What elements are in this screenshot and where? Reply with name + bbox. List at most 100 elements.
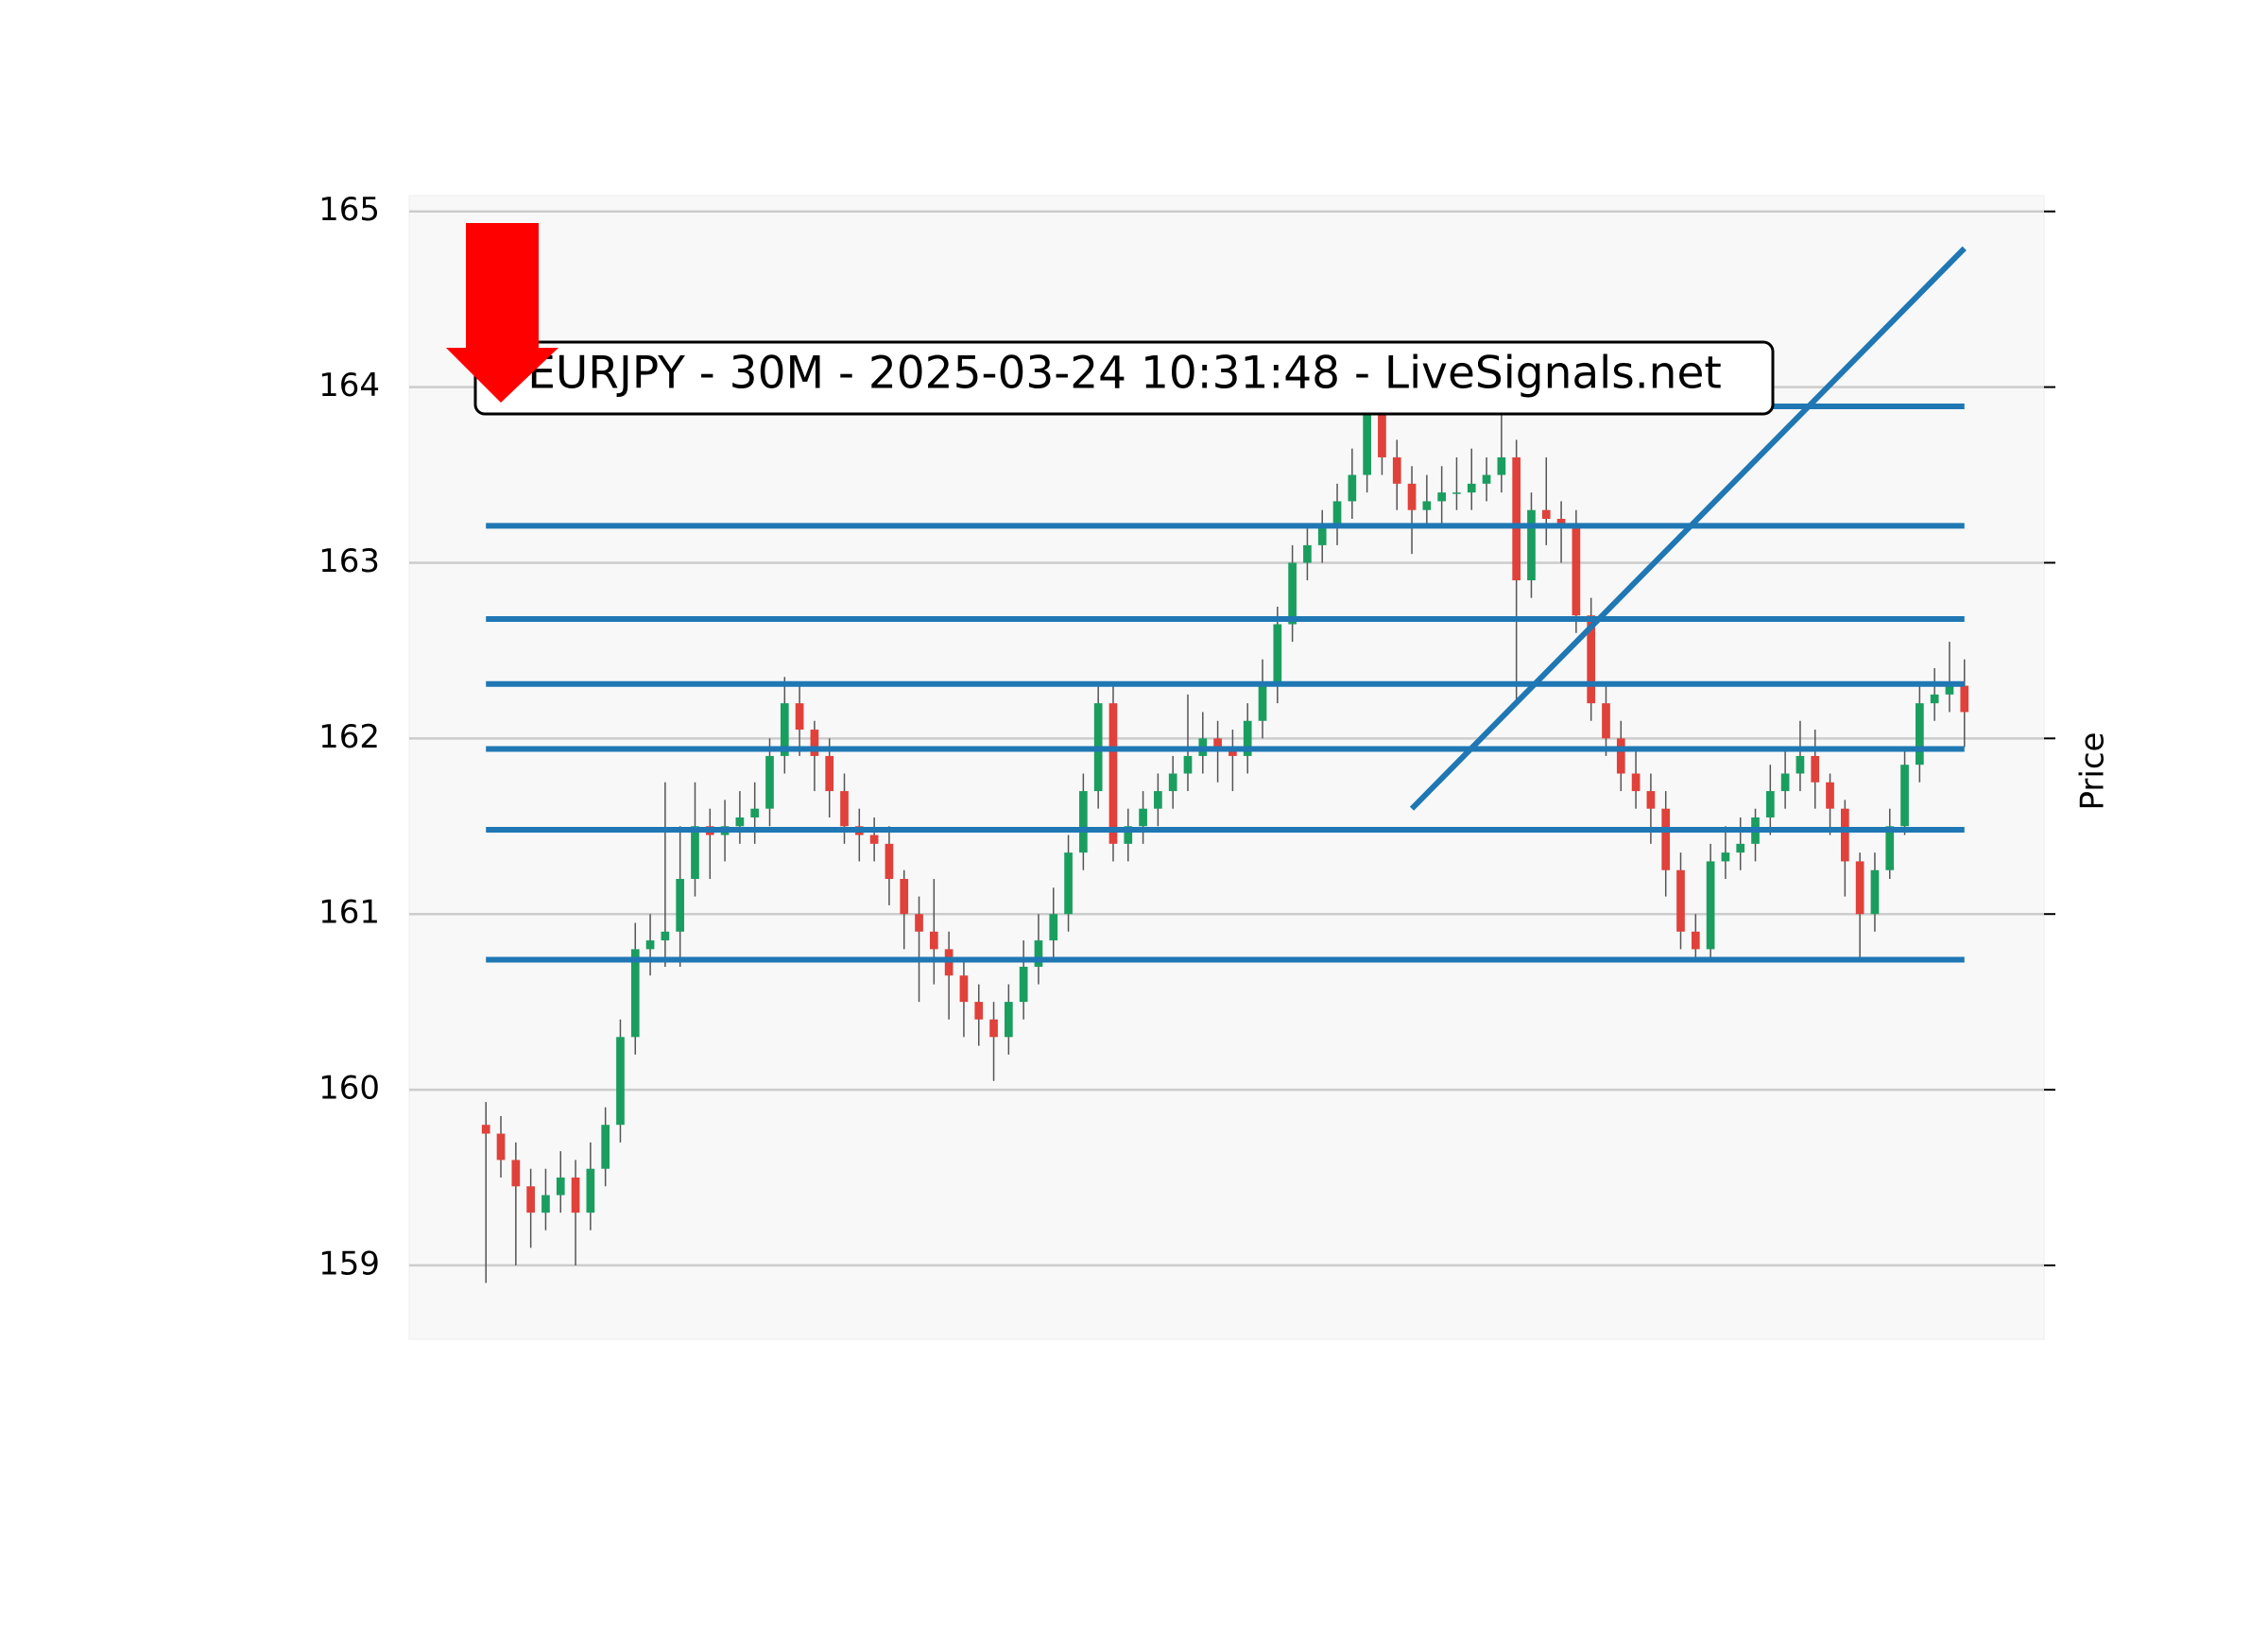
- candle-body: [1706, 861, 1715, 950]
- candle-body: [616, 1037, 625, 1126]
- candle-body: [1392, 456, 1401, 484]
- candle-body: [1960, 685, 1969, 713]
- candle-body: [1422, 501, 1432, 510]
- candle-body: [1527, 509, 1536, 581]
- candle-body: [496, 1133, 506, 1161]
- candle-body: [1124, 826, 1133, 844]
- candle-body: [1108, 703, 1118, 844]
- candle-body: [1019, 966, 1028, 1003]
- candle-body: [691, 826, 699, 880]
- title-box: [473, 340, 1775, 416]
- arrow-head: [446, 348, 558, 403]
- candle-body: [1572, 527, 1581, 616]
- candle-body: [571, 1178, 580, 1213]
- candle-body: [1676, 869, 1685, 932]
- candle-body: [795, 703, 804, 731]
- levels: [486, 246, 1967, 963]
- candle-body: [1378, 404, 1386, 457]
- candle-body: [601, 1125, 610, 1169]
- candle-body: [1154, 791, 1162, 809]
- candle-body: [1363, 404, 1371, 475]
- candle-body: [1213, 738, 1222, 748]
- candle-body: [1587, 615, 1596, 704]
- candle-body: [765, 755, 774, 809]
- axes: 159 160 161 162 163 164 165: [318, 191, 2055, 1282]
- candle-body: [1243, 720, 1252, 756]
- candle-body: [1258, 685, 1267, 721]
- candle-body: [900, 879, 909, 915]
- candle-body: [1855, 861, 1864, 915]
- candle-body: [481, 1125, 490, 1134]
- y-tick-label: 159: [318, 1245, 380, 1282]
- chart-title: EURJPY - 30M - 2025-03-24 10:31:48 - Liv…: [527, 348, 1722, 400]
- candle-body: [1661, 808, 1671, 870]
- candle-body: [810, 730, 819, 756]
- y-tick-label: 164: [318, 367, 380, 404]
- candle-body: [1916, 703, 1924, 765]
- candle-body: [1303, 544, 1312, 563]
- candle-body: [661, 931, 670, 941]
- candle-body: [541, 1195, 550, 1213]
- candle-body: [885, 843, 894, 880]
- candle-body: [586, 1168, 595, 1213]
- candle-body: [1602, 703, 1610, 739]
- candle-body: [526, 1186, 535, 1213]
- candle-body: [1870, 869, 1880, 915]
- candle-body: [1826, 782, 1834, 809]
- candle-body: [780, 703, 789, 756]
- candle-body: [840, 791, 849, 827]
- candle-body: [1332, 501, 1342, 528]
- candle-body: [1840, 808, 1849, 862]
- y-tick-label: 161: [318, 894, 380, 932]
- candle-body: [1034, 940, 1043, 967]
- candle-body: [1183, 755, 1193, 774]
- candle-body: [1900, 765, 1909, 827]
- candle-body: [1541, 509, 1551, 519]
- candle-body: [1945, 685, 1954, 695]
- candle-body: [1079, 791, 1088, 853]
- candle-body: [750, 808, 760, 817]
- candle-body: [676, 879, 685, 932]
- level-line: [1409, 246, 1967, 811]
- candle-body: [1736, 843, 1745, 853]
- candle-body: [1497, 456, 1506, 475]
- candle-body: [915, 914, 923, 932]
- candle-body: [1348, 474, 1357, 502]
- candle-body: [1796, 755, 1805, 774]
- candle-body: [825, 755, 834, 792]
- candle-body: [1930, 694, 1939, 704]
- candle-body: [1616, 738, 1625, 774]
- candle-body: [1437, 492, 1446, 502]
- candle-body: [959, 975, 969, 1003]
- candle-body: [989, 1019, 998, 1038]
- y-axis-label: Price: [2074, 732, 2112, 811]
- y-tick-label: 160: [318, 1070, 380, 1108]
- candle-body: [645, 940, 655, 950]
- candle-body: [556, 1178, 565, 1195]
- candle-body: [1288, 562, 1297, 625]
- candle-body: [974, 1002, 984, 1020]
- candle-body: [511, 1160, 521, 1187]
- candle-body: [1064, 852, 1073, 915]
- arrow-shaft: [466, 223, 539, 350]
- candle-body: [1691, 931, 1700, 950]
- candle-body: [1317, 527, 1327, 545]
- y-tick-label: 162: [318, 718, 380, 756]
- candle-body: [1780, 773, 1790, 792]
- candle-body: [1139, 808, 1147, 827]
- signal-arrow: [446, 223, 558, 403]
- candle-body: [1482, 474, 1491, 484]
- candle-body: [1811, 755, 1820, 783]
- candle-body: [735, 817, 745, 827]
- candle-body: [1407, 483, 1417, 510]
- candle-body: [929, 931, 938, 950]
- candles: [481, 387, 1969, 1283]
- candle-body: [1631, 773, 1641, 792]
- candle-body: [1765, 791, 1775, 817]
- y-tick-label: 163: [318, 542, 380, 580]
- candle-body: [1452, 492, 1461, 494]
- candle-body: [1005, 1002, 1013, 1038]
- candle-body: [1049, 914, 1058, 941]
- candle-body: [1273, 624, 1282, 686]
